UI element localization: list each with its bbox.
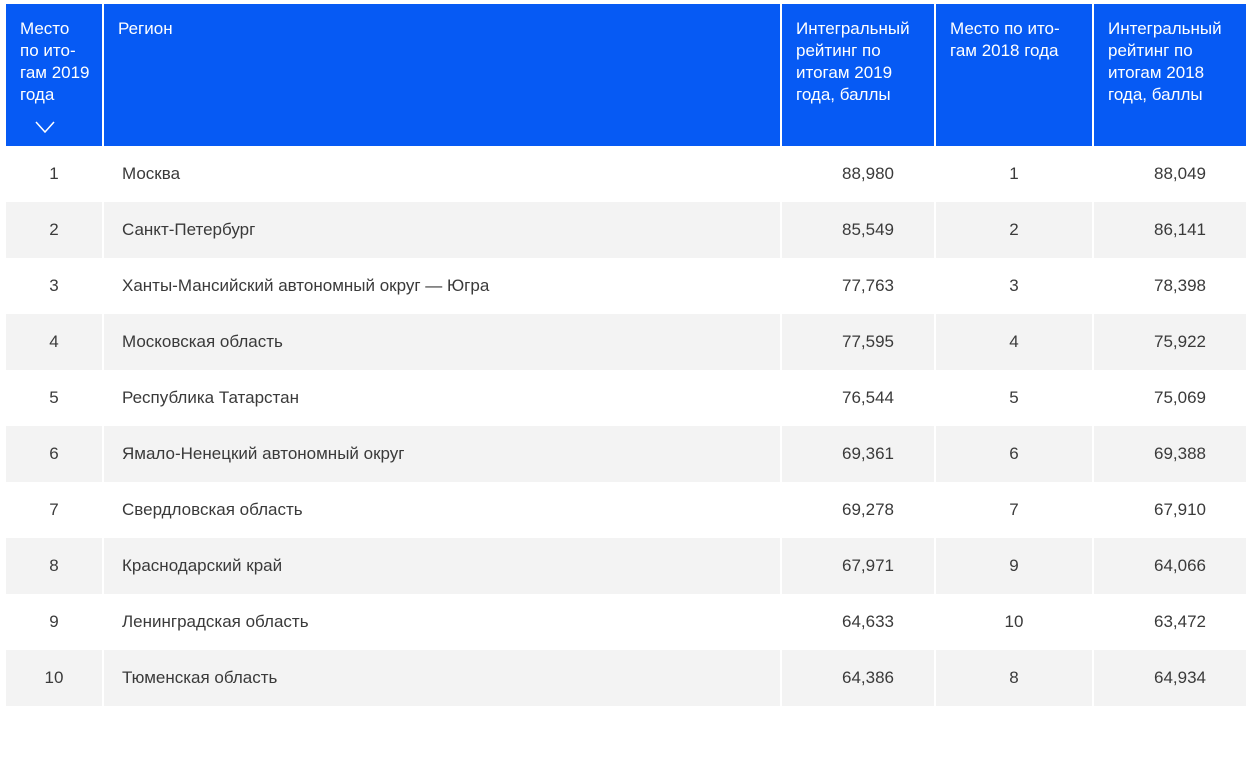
- cell-score-2018: 86,141: [1094, 202, 1246, 258]
- cell-score-2019: 76,544: [782, 370, 934, 426]
- col-header-rank-2019[interactable]: Место по ито­гам 2019 года: [6, 4, 102, 146]
- col-header-label: Место по ито­гам 2018 года: [950, 19, 1060, 60]
- cell-rank-2018: 10: [936, 594, 1092, 650]
- cell-rank-2018: 3: [936, 258, 1092, 314]
- cell-region: Ямало-Ненецкий автономный округ: [104, 426, 780, 482]
- table-row: 5Республика Татарстан76,544575,069: [6, 370, 1246, 426]
- cell-rank-2019: 1: [6, 146, 102, 202]
- cell-score-2019: 69,278: [782, 482, 934, 538]
- cell-score-2019: 67,971: [782, 538, 934, 594]
- cell-score-2019: 88,980: [782, 146, 934, 202]
- cell-rank-2019: 10: [6, 650, 102, 706]
- ranking-table: Место по ито­гам 2019 года Регион Интегр…: [4, 4, 1248, 706]
- cell-score-2019: 64,633: [782, 594, 934, 650]
- table-row: 4Московская область77,595475,922: [6, 314, 1246, 370]
- cell-score-2018: 63,472: [1094, 594, 1246, 650]
- cell-score-2018: 75,069: [1094, 370, 1246, 426]
- cell-rank-2019: 6: [6, 426, 102, 482]
- cell-score-2018: 67,910: [1094, 482, 1246, 538]
- cell-rank-2018: 6: [936, 426, 1092, 482]
- cell-score-2018: 75,922: [1094, 314, 1246, 370]
- cell-score-2019: 77,763: [782, 258, 934, 314]
- col-header-label: Регион: [118, 19, 173, 38]
- table-row: 7Свердловская область69,278767,910: [6, 482, 1246, 538]
- table-row: 2Санкт-Петербург85,549286,141: [6, 202, 1246, 258]
- cell-region: Краснодарский край: [104, 538, 780, 594]
- table-row: 10Тюменская область64,386864,934: [6, 650, 1246, 706]
- cell-score-2019: 69,361: [782, 426, 934, 482]
- cell-rank-2019: 7: [6, 482, 102, 538]
- cell-score-2019: 64,386: [782, 650, 934, 706]
- cell-region: Ханты-Мансийский автономный округ — Югра: [104, 258, 780, 314]
- cell-rank-2018: 4: [936, 314, 1092, 370]
- cell-score-2018: 64,066: [1094, 538, 1246, 594]
- table-row: 8Краснодарский край67,971964,066: [6, 538, 1246, 594]
- col-header-label: Интеграль­ный рейтинг по итогам 2018 год…: [1108, 19, 1222, 104]
- cell-score-2018: 78,398: [1094, 258, 1246, 314]
- cell-rank-2018: 9: [936, 538, 1092, 594]
- table-row: 6Ямало-Ненецкий автономный округ69,36166…: [6, 426, 1246, 482]
- cell-rank-2019: 3: [6, 258, 102, 314]
- cell-region: Тюменская область: [104, 650, 780, 706]
- table-body: 1Москва88,980188,0492Санкт-Петербург85,5…: [6, 146, 1246, 706]
- col-header-score-2019[interactable]: Интеграль­ный рейтинг по итогам 2019 год…: [782, 4, 934, 146]
- col-header-label: Место по ито­гам 2019 года: [20, 19, 90, 104]
- table-row: 1Москва88,980188,049: [6, 146, 1246, 202]
- cell-region: Московская область: [104, 314, 780, 370]
- cell-rank-2019: 8: [6, 538, 102, 594]
- cell-score-2018: 64,934: [1094, 650, 1246, 706]
- cell-region: Ленинградская область: [104, 594, 780, 650]
- cell-rank-2018: 8: [936, 650, 1092, 706]
- cell-region: Республика Татарстан: [104, 370, 780, 426]
- cell-rank-2019: 4: [6, 314, 102, 370]
- cell-rank-2019: 9: [6, 594, 102, 650]
- sort-descending-icon: [34, 120, 56, 134]
- cell-rank-2018: 5: [936, 370, 1092, 426]
- cell-score-2018: 88,049: [1094, 146, 1246, 202]
- col-header-rank-2018[interactable]: Место по ито­гам 2018 года: [936, 4, 1092, 146]
- col-header-region[interactable]: Регион: [104, 4, 780, 146]
- cell-rank-2018: 1: [936, 146, 1092, 202]
- col-header-score-2018[interactable]: Интеграль­ный рейтинг по итогам 2018 год…: [1094, 4, 1246, 146]
- cell-region: Москва: [104, 146, 780, 202]
- col-header-label: Интеграль­ный рейтинг по итогам 2019 год…: [796, 19, 910, 104]
- cell-rank-2018: 7: [936, 482, 1092, 538]
- table-row: 3Ханты-Мансийский автономный округ — Югр…: [6, 258, 1246, 314]
- cell-rank-2019: 2: [6, 202, 102, 258]
- cell-region: Свердловская область: [104, 482, 780, 538]
- cell-region: Санкт-Петербург: [104, 202, 780, 258]
- cell-score-2018: 69,388: [1094, 426, 1246, 482]
- cell-rank-2018: 2: [936, 202, 1092, 258]
- table-header-row: Место по ито­гам 2019 года Регион Интегр…: [6, 4, 1246, 146]
- cell-rank-2019: 5: [6, 370, 102, 426]
- cell-score-2019: 77,595: [782, 314, 934, 370]
- table-row: 9Ленинградская область64,6331063,472: [6, 594, 1246, 650]
- cell-score-2019: 85,549: [782, 202, 934, 258]
